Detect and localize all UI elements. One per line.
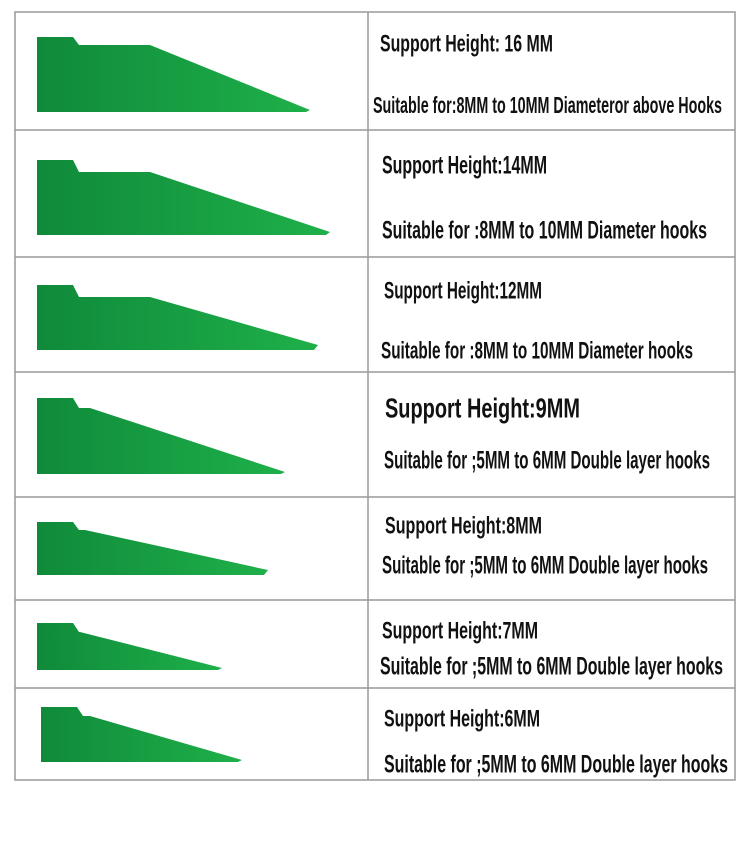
suitable-for: Suitable for ;5MM to 6MM Double layer ho… — [380, 653, 723, 681]
suitable-for: Suitable for ;5MM to 6MM Double layer ho… — [384, 447, 710, 475]
hook-support-image — [41, 707, 242, 762]
suitable-for: Suitable for :8MM to 10MM Diameter hooks — [382, 217, 707, 245]
suitable-for: Suitable for ;5MM to 6MM Double layer ho… — [382, 552, 708, 580]
table-border — [14, 11, 736, 781]
support-height: Support Height:9MM — [385, 392, 580, 423]
support-height: Support Height:14MM — [382, 152, 547, 180]
support-height: Support Height: 16 MM — [380, 30, 553, 57]
suitable-for: Suitable for ;5MM to 6MM Double layer ho… — [384, 751, 728, 779]
hook-support-image — [37, 623, 222, 670]
support-height: Support Height:6MM — [384, 705, 540, 732]
hook-support-image — [37, 398, 285, 474]
suitable-for: Suitable for:8MM to 10MM Diameteror abov… — [373, 92, 722, 118]
support-height: Support Height:8MM — [385, 512, 542, 539]
hook-support-image — [37, 522, 268, 575]
suitable-for: Suitable for :8MM to 10MM Diameter hooks — [381, 337, 693, 364]
hook-support-image — [37, 285, 318, 350]
support-height: Support Height:12MM — [384, 277, 542, 304]
hook-support-image — [37, 37, 310, 112]
support-height: Support Height:7MM — [382, 617, 538, 644]
hook-support-image — [37, 160, 330, 235]
